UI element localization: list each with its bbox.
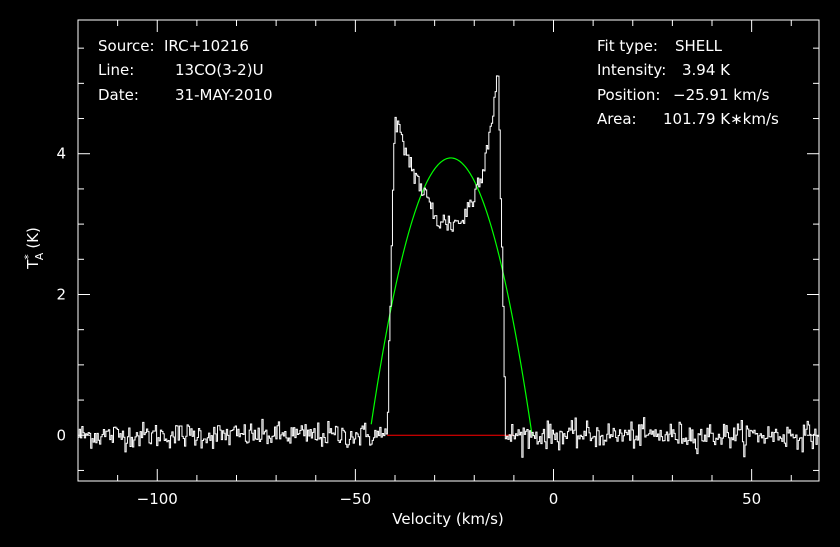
y-tick-label: 0 bbox=[56, 426, 66, 444]
spectrum-layer bbox=[78, 75, 820, 458]
x-axis-label: Velocity (km/s) bbox=[392, 510, 503, 528]
svg-text:T*A(K): T*A (K) bbox=[22, 227, 46, 270]
x-tick-label: −50 bbox=[340, 490, 372, 508]
info-position-key: Position: bbox=[597, 86, 660, 104]
info-line-key: Line: bbox=[98, 61, 134, 79]
x-tick-label: 0 bbox=[549, 490, 559, 508]
info-fit-type-key: Fit type: bbox=[597, 37, 658, 55]
fit-layer bbox=[370, 157, 534, 436]
info-fit-type-value: SHELL bbox=[675, 37, 723, 55]
info-intensity-value: 3.94 K bbox=[682, 61, 731, 79]
y-axis-label: T*A (K) bbox=[22, 227, 46, 270]
info-right: Fit type: SHELL Intensity: 3.94 K Positi… bbox=[597, 37, 779, 128]
y-tick-label: 4 bbox=[56, 145, 66, 163]
x-axis-ticks: −100 −50 0 50 bbox=[117, 20, 792, 508]
info-area-key: Area: bbox=[597, 110, 637, 128]
plot-frame bbox=[77, 19, 820, 482]
info-intensity-key: Intensity: bbox=[597, 61, 666, 79]
info-line-value: 13CO(3-2)U bbox=[175, 61, 264, 79]
info-position-value: −25.91 km/s bbox=[673, 86, 770, 104]
x-tick-label: 50 bbox=[742, 490, 761, 508]
x-tick-label: −100 bbox=[137, 490, 178, 508]
spectrum-line bbox=[78, 75, 820, 458]
y-tick-label: 2 bbox=[56, 285, 66, 303]
fit-curve bbox=[370, 157, 534, 436]
y-axis-label-unit: (K) bbox=[24, 227, 42, 249]
info-area-value: 101.79 K∗km/s bbox=[663, 110, 779, 128]
y-axis-label-sub: A bbox=[33, 252, 46, 260]
info-source-key: Source: bbox=[98, 37, 155, 55]
y-axis-label-symbol: T bbox=[24, 259, 42, 270]
info-left: Source: IRC+10216 Line: 13CO(3-2)U Date:… bbox=[98, 37, 273, 104]
y-axis-label-sup: * bbox=[22, 254, 35, 260]
info-date-key: Date: bbox=[98, 86, 139, 104]
info-date-value: 31-MAY-2010 bbox=[175, 86, 273, 104]
y-axis-ticks: 0 2 4 bbox=[56, 47, 819, 471]
info-source-value: IRC+10216 bbox=[164, 37, 249, 55]
